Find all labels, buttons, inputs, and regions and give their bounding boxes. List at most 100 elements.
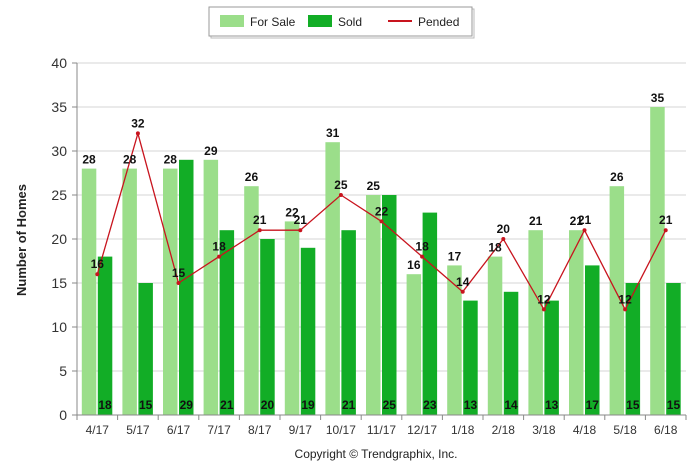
bar-sold [341, 230, 356, 415]
bar-for-sale [447, 265, 462, 415]
pended-line [95, 130, 668, 312]
label-pended: 21 [253, 213, 267, 227]
bar-for-sale [325, 142, 340, 415]
label-for-sale: 28 [123, 153, 137, 167]
bar-sold [179, 159, 194, 415]
bar-for-sale [203, 159, 219, 415]
y-tick-label: 40 [51, 55, 67, 71]
pended-point [501, 237, 506, 241]
x-tick-label: 6/18 [654, 423, 678, 437]
data-labels: 28 18 28 15 28 29 29 21 26 20 22 19 31 21 25 25 16 23 17 13… [82, 91, 680, 412]
x-tick-label: 4/18 [573, 423, 597, 437]
bar-for-sale [244, 186, 259, 415]
x-tick-label: 11/17 [367, 423, 396, 437]
y-tick-label: 25 [51, 187, 67, 203]
x-tick-label: 2/18 [492, 423, 516, 437]
label-for-sale: 16 [407, 258, 421, 272]
legend-label: For Sale [250, 15, 296, 29]
x-tick-label: 5/18 [613, 423, 637, 437]
pended-point [257, 228, 262, 233]
label-pended: 18 [415, 240, 429, 254]
label-sold: 17 [586, 398, 600, 412]
label-pended: 21 [659, 213, 673, 227]
bar-sold [422, 212, 438, 415]
y-axis: 0 5 10 15 20 25 30 35 40 [51, 55, 78, 423]
bar-sold [625, 283, 641, 415]
label-sold: 21 [342, 398, 356, 412]
bar-for-sale [609, 186, 625, 415]
label-for-sale: 26 [245, 170, 259, 184]
legend-swatch [308, 15, 332, 27]
x-tick-label: 5/17 [126, 423, 150, 437]
y-tick-label: 15 [51, 275, 67, 291]
bar-sold [585, 265, 600, 415]
label-for-sale: 29 [204, 144, 218, 158]
label-for-sale: 35 [651, 91, 665, 105]
bar-sold [666, 283, 681, 415]
pended-point [135, 131, 140, 136]
label-for-sale: 31 [326, 126, 340, 140]
pended-point [338, 193, 343, 197]
bar-for-sale [163, 168, 178, 415]
legend-swatch [220, 15, 244, 27]
pended-point [217, 254, 222, 259]
bar-for-sale [650, 107, 665, 415]
pended-point [379, 219, 384, 224]
bar-for-sale [569, 230, 584, 415]
y-tick-label: 35 [51, 99, 67, 115]
x-tick-label: 9/17 [289, 423, 313, 437]
pended-point [420, 254, 425, 259]
bar-sold [260, 239, 275, 415]
x-tick-label: 3/18 [532, 423, 556, 437]
label-sold: 13 [545, 398, 559, 412]
legend-label: Pended [418, 15, 459, 29]
label-for-sale: 22 [285, 205, 299, 219]
label-pended: 32 [131, 116, 145, 130]
legend-label: Sold [338, 15, 362, 29]
pended-point [541, 307, 546, 312]
pended-point [176, 281, 181, 285]
copyright-text: Copyright © Trendgraphix, Inc. [295, 447, 458, 461]
label-pended: 14 [456, 275, 470, 289]
pended-point [582, 228, 587, 233]
label-pended: 12 [537, 292, 551, 306]
x-tick-label: 7/17 [207, 423, 231, 437]
label-sold: 13 [464, 398, 478, 412]
label-for-sale: 28 [82, 153, 96, 167]
x-axis: 4/17 5/17 6/17 7/17 8/17 9/17 10/17 11/17 12/17 1… [76, 414, 687, 437]
label-sold: 15 [139, 398, 153, 412]
y-tick-label: 20 [51, 231, 67, 247]
label-pended: 22 [375, 204, 389, 218]
bar-sold [97, 256, 113, 415]
label-for-sale: 25 [367, 179, 381, 193]
x-tick-label: 12/17 [407, 423, 437, 437]
label-pended: 12 [618, 292, 632, 306]
label-pended: 16 [91, 257, 105, 271]
label-pended: 21 [294, 213, 308, 227]
label-pended: 21 [578, 213, 592, 227]
y-tick-label: 10 [51, 319, 67, 335]
label-for-sale: 17 [448, 249, 462, 263]
label-for-sale: 21 [570, 214, 584, 228]
pended-point [663, 228, 668, 233]
bar-for-sale [406, 274, 422, 415]
x-tick-label: 10/17 [326, 423, 356, 437]
bars [81, 107, 681, 415]
bar-for-sale [284, 221, 300, 415]
label-for-sale: 28 [164, 153, 178, 167]
legend-frame [208, 6, 473, 37]
label-sold: 18 [98, 398, 112, 412]
bar-for-sale [487, 256, 503, 415]
label-sold: 14 [504, 398, 518, 412]
pended-point [298, 228, 303, 233]
y-tick-label: 5 [59, 363, 67, 379]
label-sold: 15 [626, 398, 640, 412]
label-sold: 29 [180, 398, 194, 412]
label-pended: 20 [497, 222, 511, 236]
pended-point [460, 289, 465, 294]
pended-point [623, 307, 628, 312]
label-for-sale: 18 [488, 241, 502, 255]
label-pended: 25 [334, 178, 348, 192]
bar-sold [138, 283, 153, 415]
